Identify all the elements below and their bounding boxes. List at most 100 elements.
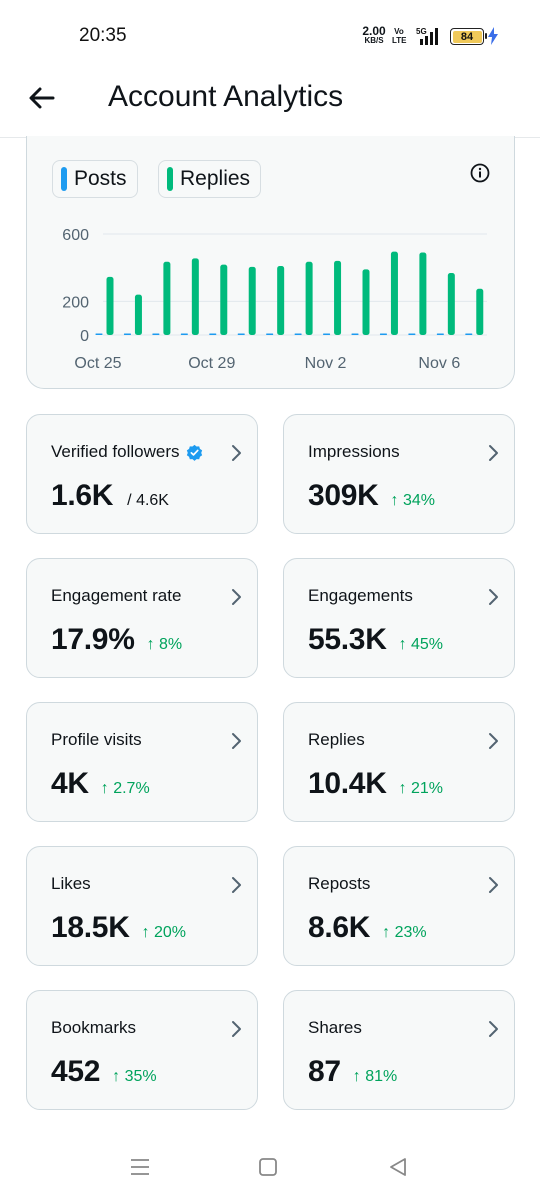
chevron-right-icon xyxy=(489,445,498,461)
metric-card-engagements[interactable]: Engagements 55.3K ↑ 45% xyxy=(283,558,515,678)
replies-bar xyxy=(248,266,256,335)
analytics-bar-chart: 0 200 600 Oct 25 Oct 29 Nov 2 Nov 6 xyxy=(62,227,487,372)
metric-label-text: Shares xyxy=(308,1018,362,1037)
metric-value: 452 xyxy=(51,1055,101,1088)
metric-label: Verified followers xyxy=(51,442,203,462)
replies-bar xyxy=(362,269,370,335)
posts-bar xyxy=(152,333,160,335)
status-time: 20:35 xyxy=(79,25,127,46)
y-tick-label: 0 xyxy=(80,328,89,345)
metric-card-bookmarks[interactable]: Bookmarks 452 ↑ 35% xyxy=(26,990,258,1110)
metric-card-verified-followers[interactable]: Verified followers 1.6K / 4.6K xyxy=(26,414,258,534)
x-tick-label: Oct 25 xyxy=(74,355,121,372)
chevron-right-icon xyxy=(232,589,241,605)
metric-value-row: 1.6K / 4.6K xyxy=(51,479,169,513)
info-icon[interactable] xyxy=(469,162,491,184)
home-icon[interactable] xyxy=(256,1155,280,1179)
posts-bar xyxy=(436,333,444,335)
metric-label-text: Bookmarks xyxy=(51,1018,137,1037)
replies-bar xyxy=(390,251,398,335)
y-tick-label: 200 xyxy=(62,294,89,311)
network-speed-indicator: 2.00 KB/S xyxy=(360,24,388,46)
network-type-label: 5G xyxy=(416,27,427,36)
metric-value-row: 17.9% ↑ 8% xyxy=(51,623,182,657)
verified-badge-icon xyxy=(186,444,202,461)
posts-bar xyxy=(351,333,359,335)
legend-posts-label: Posts xyxy=(74,167,127,190)
replies-bar xyxy=(134,294,142,335)
status-bar: 20:35 2.00 KB/S Vo LTE 5G 84 xyxy=(0,0,540,72)
metric-change: ↑ 34% xyxy=(390,492,435,509)
battery-icon: 84 xyxy=(450,28,487,45)
metric-value: 4K xyxy=(51,767,89,800)
metric-change: ↑ 45% xyxy=(398,636,444,653)
page-title: Account Analytics xyxy=(108,80,344,113)
posts-bar xyxy=(95,333,103,335)
posts-bar xyxy=(408,333,416,335)
metric-value-row: 55.3K ↑ 45% xyxy=(308,623,443,657)
app-header: Account Analytics xyxy=(0,72,540,138)
legend-replies[interactable]: Replies xyxy=(158,160,262,198)
charging-bolt-icon xyxy=(488,27,498,45)
metric-value-row: 8.6K ↑ 23% xyxy=(308,911,427,945)
network-speed-value: 2.00 xyxy=(362,24,386,38)
signal-icon: 5G xyxy=(416,27,438,45)
posts-bar xyxy=(123,333,131,335)
metric-card-shares[interactable]: Shares 87 ↑ 81% xyxy=(283,990,515,1110)
posts-bar xyxy=(379,333,387,335)
metric-value-row: 452 ↑ 35% xyxy=(51,1055,157,1089)
replies-swatch xyxy=(167,167,173,191)
metric-label: Shares xyxy=(308,1018,362,1038)
metric-value-row: 87 ↑ 81% xyxy=(308,1055,397,1089)
chevron-right-icon xyxy=(232,733,241,749)
metric-value: 309K xyxy=(308,479,379,512)
posts-bar xyxy=(266,333,274,335)
metric-label: Engagement rate xyxy=(51,586,181,606)
metric-card-profile-visits[interactable]: Profile visits 4K ↑ 2.7% xyxy=(26,702,258,822)
recent-apps-icon[interactable] xyxy=(128,1155,152,1179)
metric-value: 55.3K xyxy=(308,623,387,656)
metric-label: Impressions xyxy=(308,442,400,462)
metric-label-text: Replies xyxy=(308,730,365,749)
metric-label-text: Verified followers xyxy=(51,442,180,461)
metric-value: 10.4K xyxy=(308,767,387,800)
metric-card-engagement-rate[interactable]: Engagement rate 17.9% ↑ 8% xyxy=(26,558,258,678)
arrow-left-icon[interactable] xyxy=(26,82,58,114)
metric-change: ↑ 20% xyxy=(141,924,187,941)
metric-card-impressions[interactable]: Impressions 309K ↑ 34% xyxy=(283,414,515,534)
metric-value-row: 10.4K ↑ 21% xyxy=(308,767,443,801)
x-tick-label: Nov 2 xyxy=(305,355,347,372)
replies-bar xyxy=(106,276,114,335)
metric-label-text: Reposts xyxy=(308,874,371,893)
battery-level: 84 xyxy=(452,30,482,43)
metric-label: Bookmarks xyxy=(51,1018,136,1038)
back-triangle-icon[interactable] xyxy=(386,1155,410,1179)
metric-value: 18.5K xyxy=(51,911,130,944)
metric-card-replies[interactable]: Replies 10.4K ↑ 21% xyxy=(283,702,515,822)
metric-label: Likes xyxy=(51,874,91,894)
metric-value: 17.9% xyxy=(51,623,135,656)
replies-bar xyxy=(334,260,342,335)
posts-bar xyxy=(237,333,245,335)
chevron-right-icon xyxy=(232,1021,241,1037)
chevron-right-icon xyxy=(489,733,498,749)
metric-label: Reposts xyxy=(308,874,370,894)
metric-label: Replies xyxy=(308,730,365,750)
legend-posts[interactable]: Posts xyxy=(52,160,138,198)
replies-bar xyxy=(305,261,313,335)
metric-change: ↑ 81% xyxy=(352,1068,398,1085)
metric-value-row: 18.5K ↑ 20% xyxy=(51,911,186,945)
legend-replies-label: Replies xyxy=(180,167,251,190)
chevron-right-icon xyxy=(489,589,498,605)
system-nav-bar xyxy=(0,1135,540,1199)
metric-card-likes[interactable]: Likes 18.5K ↑ 20% xyxy=(26,846,258,966)
chevron-right-icon xyxy=(232,877,241,893)
metric-label-text: Engagement rate xyxy=(51,586,182,605)
chevron-right-icon xyxy=(489,877,498,893)
metric-label: Engagements xyxy=(308,586,413,606)
posts-bar xyxy=(180,333,188,335)
replies-bar xyxy=(277,265,285,335)
chevron-right-icon xyxy=(232,445,241,461)
metric-card-reposts[interactable]: Reposts 8.6K ↑ 23% xyxy=(283,846,515,966)
metric-change: ↑ 35% xyxy=(112,1068,157,1085)
